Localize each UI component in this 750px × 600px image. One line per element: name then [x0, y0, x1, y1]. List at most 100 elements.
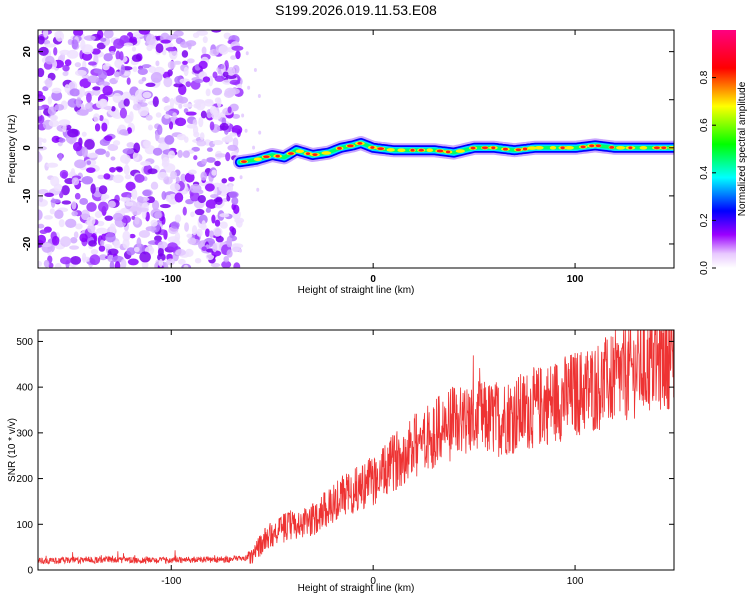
noise-speckle [205, 253, 215, 261]
colorbar-ticks: 0.0 0.2 0.4 0.6 0.8 [699, 70, 716, 275]
signal-hotspot-red [287, 152, 294, 155]
signal-hotspot-red [560, 146, 565, 150]
snr-x-tick-label: 0 [370, 576, 376, 587]
signal-hotspot-yellow [253, 157, 262, 162]
noise-speckle [241, 113, 245, 118]
noise-speckle [39, 194, 44, 203]
noise-speckle [141, 64, 152, 69]
colorbar-label: Normalized spectral amplitude [737, 81, 748, 216]
noise-speckle [201, 46, 207, 55]
noise-speckle [193, 102, 202, 109]
noise-speckle [42, 30, 49, 38]
noise-speckle [142, 91, 152, 99]
snr-y-ticks: 0 100 200 300 400 500 [16, 337, 674, 577]
noise-speckle [107, 143, 119, 152]
noise-speckle [96, 227, 108, 234]
noise-speckle [81, 131, 87, 137]
noise-speckle [112, 255, 124, 263]
spectrogram-y-tick-label: 20 [22, 46, 33, 58]
noise-speckle [127, 258, 139, 266]
signal-hotspot-red [305, 152, 311, 156]
colorbar-tick-label: 0.8 [699, 70, 710, 84]
noise-speckle [119, 107, 128, 119]
noise-speckle [168, 121, 174, 130]
noise-speckle [177, 258, 186, 265]
noise-speckle [157, 241, 168, 249]
noise-speckle [184, 248, 194, 257]
noise-speckle [169, 199, 176, 205]
noise-speckle [205, 207, 211, 213]
noise-speckle [81, 175, 94, 185]
noise-speckle [147, 124, 153, 131]
noise-speckle [206, 147, 213, 152]
noise-speckle [70, 168, 76, 177]
noise-speckle [65, 218, 77, 228]
noise-speckle [125, 181, 136, 192]
noise-speckle [126, 142, 135, 148]
noise-speckle [120, 258, 127, 268]
noise-speckle [55, 30, 65, 42]
noise-speckle [67, 98, 79, 108]
noise-speckle [38, 209, 43, 221]
noise-speckle [142, 140, 152, 148]
noise-speckle [116, 167, 123, 173]
noise-speckle [218, 45, 229, 55]
noise-speckle [69, 245, 80, 250]
noise-speckle [147, 168, 158, 175]
noise-speckle [129, 36, 137, 43]
signal-hotspot-red [370, 146, 375, 149]
spectrogram-y-ticks: -20 -10 0 10 20 [22, 46, 674, 251]
noise-speckle [193, 131, 200, 138]
noise-speckle [219, 221, 228, 229]
noise-speckle [185, 111, 197, 116]
noise-speckle [218, 64, 225, 70]
spectrogram-y-tick-label: 0 [22, 145, 33, 151]
noise-speckle [64, 59, 72, 66]
noise-speckle [215, 196, 223, 205]
noise-speckle [223, 255, 229, 263]
noise-speckle [53, 183, 63, 192]
noise-speckle [103, 30, 114, 39]
noise-speckle [211, 87, 223, 96]
noise-speckle [155, 112, 162, 118]
signal-hotspot-red [628, 146, 633, 150]
snr-y-tick-label: 0 [27, 566, 33, 577]
noise-speckle [257, 93, 261, 98]
noise-speckle [113, 38, 125, 49]
noise-speckle [44, 192, 54, 198]
noise-speckle [76, 109, 89, 116]
noise-speckle [177, 149, 183, 158]
noise-speckle [98, 185, 108, 195]
noise-speckle [154, 235, 162, 242]
noise-speckle [142, 189, 152, 197]
snr-x-tick-label: 100 [567, 576, 584, 587]
signal-hotspot-yellow [426, 148, 434, 153]
colorbar-gradient [712, 30, 736, 268]
noise-speckle [102, 64, 110, 71]
noise-speckle [228, 88, 240, 95]
noise-speckle [38, 105, 45, 111]
noise-speckle [178, 96, 189, 104]
colorbar-tick-label: 0.2 [699, 213, 710, 227]
noise-speckle [134, 216, 140, 225]
noise-speckle [238, 248, 242, 253]
noise-speckle [155, 43, 164, 54]
noise-speckle [73, 30, 84, 37]
noise-speckle [47, 106, 57, 116]
noise-speckle [206, 157, 216, 163]
signal-hotspot-yellow [639, 145, 648, 150]
signal-hotspot-red [410, 148, 415, 152]
noise-speckle [194, 208, 205, 216]
noise-speckle [196, 140, 207, 147]
noise-speckle [100, 195, 107, 202]
snr-x-ticks: -100 0 100 [161, 330, 584, 587]
noise-speckle [211, 214, 216, 224]
signal-hotspot-red [502, 147, 508, 151]
noise-speckle [214, 228, 222, 237]
noise-speckle [161, 157, 170, 166]
noise-speckle [204, 183, 215, 192]
noise-speckle [198, 60, 208, 70]
noise-speckle [53, 47, 58, 56]
signal-hotspot-red [481, 146, 489, 150]
noise-speckle [231, 243, 241, 253]
